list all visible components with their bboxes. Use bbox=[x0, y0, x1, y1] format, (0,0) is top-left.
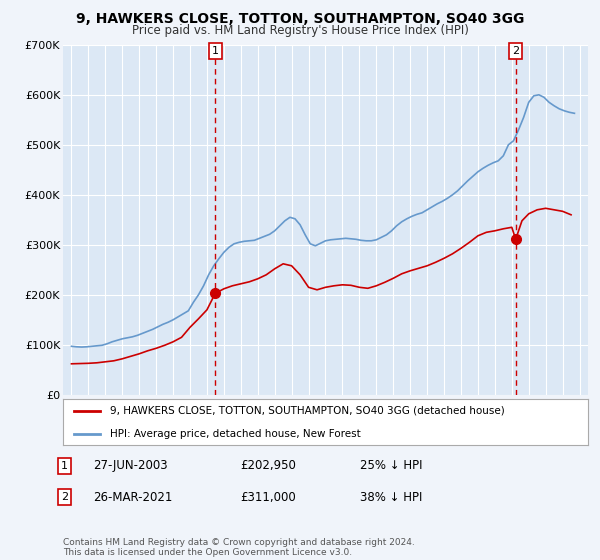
Text: 38% ↓ HPI: 38% ↓ HPI bbox=[360, 491, 422, 504]
Text: 2: 2 bbox=[61, 492, 68, 502]
Text: 9, HAWKERS CLOSE, TOTTON, SOUTHAMPTON, SO40 3GG: 9, HAWKERS CLOSE, TOTTON, SOUTHAMPTON, S… bbox=[76, 12, 524, 26]
Text: 1: 1 bbox=[212, 46, 219, 56]
Text: £202,950: £202,950 bbox=[240, 459, 296, 473]
Text: Contains HM Land Registry data © Crown copyright and database right 2024.
This d: Contains HM Land Registry data © Crown c… bbox=[63, 538, 415, 557]
Text: £311,000: £311,000 bbox=[240, 491, 296, 504]
Text: 2: 2 bbox=[512, 46, 519, 56]
Text: 25% ↓ HPI: 25% ↓ HPI bbox=[360, 459, 422, 473]
Text: HPI: Average price, detached house, New Forest: HPI: Average price, detached house, New … bbox=[110, 429, 361, 438]
Text: 9, HAWKERS CLOSE, TOTTON, SOUTHAMPTON, SO40 3GG (detached house): 9, HAWKERS CLOSE, TOTTON, SOUTHAMPTON, S… bbox=[110, 406, 505, 416]
Text: 27-JUN-2003: 27-JUN-2003 bbox=[93, 459, 167, 473]
Text: Price paid vs. HM Land Registry's House Price Index (HPI): Price paid vs. HM Land Registry's House … bbox=[131, 24, 469, 37]
Text: 1: 1 bbox=[61, 461, 68, 471]
Text: 26-MAR-2021: 26-MAR-2021 bbox=[93, 491, 172, 504]
